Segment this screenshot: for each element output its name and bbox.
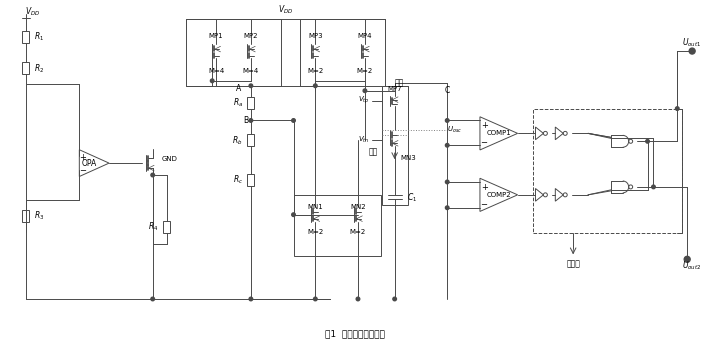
Text: MN2: MN2 — [350, 204, 366, 210]
Text: +: + — [481, 121, 488, 130]
Text: M=2: M=2 — [357, 68, 373, 74]
Text: M=4: M=4 — [208, 68, 224, 74]
Bar — [186, 19, 281, 86]
Text: A: A — [235, 84, 241, 93]
Circle shape — [676, 107, 679, 110]
Text: $C_1$: $C_1$ — [406, 191, 417, 204]
Text: $R_a$: $R_a$ — [233, 97, 243, 109]
Text: MN3: MN3 — [401, 155, 416, 161]
Text: $-$: $-$ — [79, 165, 87, 174]
Text: $R_b$: $R_b$ — [233, 134, 243, 146]
Bar — [22, 31, 29, 43]
Text: B: B — [242, 116, 248, 125]
Text: MP1: MP1 — [209, 33, 223, 39]
Text: MP4: MP4 — [357, 33, 372, 39]
Text: M=4: M=4 — [242, 68, 259, 74]
Bar — [22, 210, 29, 222]
Text: $U_{out2}$: $U_{out2}$ — [682, 260, 701, 272]
Circle shape — [151, 297, 155, 301]
Text: $U_{osc}$: $U_{osc}$ — [447, 125, 462, 135]
Text: $U_{out1}$: $U_{out1}$ — [682, 37, 701, 49]
Text: MP7: MP7 — [387, 86, 402, 92]
Circle shape — [313, 297, 317, 301]
Text: 充电: 充电 — [395, 78, 404, 87]
Bar — [294, 195, 381, 256]
Circle shape — [445, 206, 449, 210]
Bar — [381, 86, 408, 120]
Text: $R_3$: $R_3$ — [34, 210, 44, 222]
Text: M=2: M=2 — [307, 68, 323, 74]
Text: $V_{DD}$: $V_{DD}$ — [25, 5, 40, 17]
Text: COMP1: COMP1 — [486, 130, 511, 137]
Text: $-$: $-$ — [481, 198, 489, 207]
Bar — [381, 86, 408, 205]
Text: GND: GND — [162, 156, 177, 162]
Text: 放电: 放电 — [369, 148, 378, 157]
Text: COMP2: COMP2 — [486, 192, 511, 198]
Text: MP2: MP2 — [244, 33, 258, 39]
Circle shape — [313, 84, 317, 87]
Circle shape — [356, 297, 359, 301]
Text: M=2: M=2 — [350, 228, 366, 235]
Bar — [247, 97, 255, 109]
Text: $R_4$: $R_4$ — [148, 221, 159, 233]
Text: M=2: M=2 — [307, 228, 323, 235]
Circle shape — [445, 143, 449, 147]
Text: $V_{tp}$: $V_{tp}$ — [358, 95, 370, 106]
Circle shape — [249, 84, 252, 87]
Bar — [163, 221, 170, 233]
Text: $V_{DD}$: $V_{DD}$ — [278, 3, 294, 16]
Text: $-$: $-$ — [481, 137, 489, 145]
Circle shape — [363, 89, 367, 93]
Text: MP3: MP3 — [308, 33, 323, 39]
Circle shape — [445, 119, 449, 122]
Bar — [247, 134, 255, 146]
Circle shape — [249, 119, 252, 122]
Text: OPA: OPA — [82, 158, 96, 168]
Circle shape — [652, 185, 655, 189]
Text: +: + — [79, 153, 86, 162]
Text: $R_c$: $R_c$ — [233, 174, 243, 186]
Circle shape — [646, 140, 649, 143]
Bar — [301, 19, 385, 86]
Circle shape — [689, 48, 695, 54]
Circle shape — [151, 173, 155, 177]
Circle shape — [445, 180, 449, 184]
Circle shape — [291, 119, 296, 122]
Circle shape — [684, 256, 690, 262]
Circle shape — [291, 213, 296, 216]
Text: MN1: MN1 — [308, 204, 323, 210]
Text: $R_2$: $R_2$ — [34, 62, 44, 75]
Circle shape — [211, 79, 214, 83]
Text: 锁存器: 锁存器 — [566, 260, 580, 269]
Circle shape — [393, 297, 396, 301]
Circle shape — [249, 297, 252, 301]
Text: $V_{tn}$: $V_{tn}$ — [358, 135, 370, 145]
Bar — [247, 174, 255, 186]
Text: C: C — [445, 86, 450, 95]
Text: 图1  振荡器等效电路图: 图1 振荡器等效电路图 — [325, 329, 385, 338]
Text: +: + — [481, 183, 488, 192]
Text: $R_1$: $R_1$ — [34, 31, 44, 44]
Bar — [533, 109, 682, 233]
Bar — [22, 62, 29, 74]
